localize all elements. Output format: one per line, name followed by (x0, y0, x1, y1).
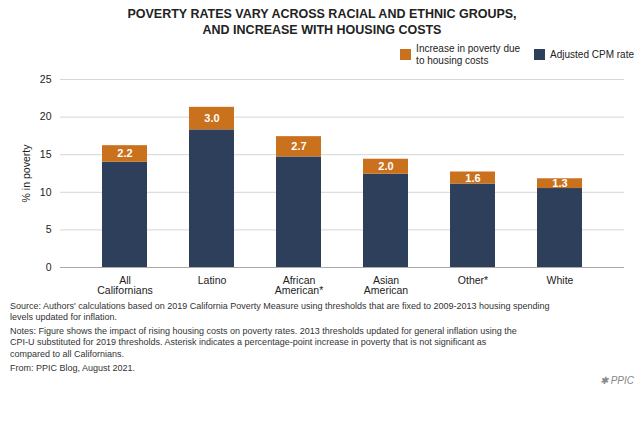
svg-text:2.2: 2.2 (117, 147, 132, 159)
svg-text:15: 15 (40, 148, 52, 160)
html-text:Notes: Figure shows the impact: Notes: Figure shows the impact of rising… (10, 326, 517, 359)
svg-text:1.6: 1.6 (465, 171, 480, 183)
svg-text:10: 10 (40, 185, 52, 197)
html-text:Source: Authors' calculations: Source: Authors' calculations based on 2… (10, 300, 550, 322)
svg-text:2.7: 2.7 (291, 140, 306, 152)
svg-text:Latino: Latino (198, 273, 227, 285)
svg-text:0: 0 (46, 260, 52, 272)
svg-text:25: 25 (40, 72, 52, 84)
svg-text:1.3: 1.3 (552, 177, 567, 189)
svg-text:AllCalifornians: AllCalifornians (97, 273, 152, 296)
svg-text:5: 5 (46, 223, 52, 235)
html-text:✱ PPIC: ✱ PPIC (599, 375, 634, 386)
svg-text:AsianAmerican: AsianAmerican (364, 273, 409, 296)
html-text:Increase in poverty due to hou: Increase in poverty due to housing costs (416, 42, 521, 66)
svg-text:AfricanAmerican*: AfricanAmerican* (275, 273, 323, 296)
svg-text:20: 20 (40, 110, 52, 122)
html-text:Adjusted CPM rate: Adjusted CPM rate (550, 48, 634, 60)
svg-text:% in poverty: % in poverty (20, 143, 32, 202)
html-text:POVERTY RATES VARY ACROSS RACI: POVERTY RATES VARY ACROSS RACIAL AND ETH… (127, 7, 517, 38)
svg-text:Other*: Other* (458, 273, 488, 285)
svg-text:3.0: 3.0 (204, 112, 219, 124)
svg-text:2.0: 2.0 (378, 160, 393, 172)
html-text:From: PPIC Blog, August 2021.: From: PPIC Blog, August 2021. (10, 362, 136, 373)
svg-text:White: White (547, 273, 574, 285)
